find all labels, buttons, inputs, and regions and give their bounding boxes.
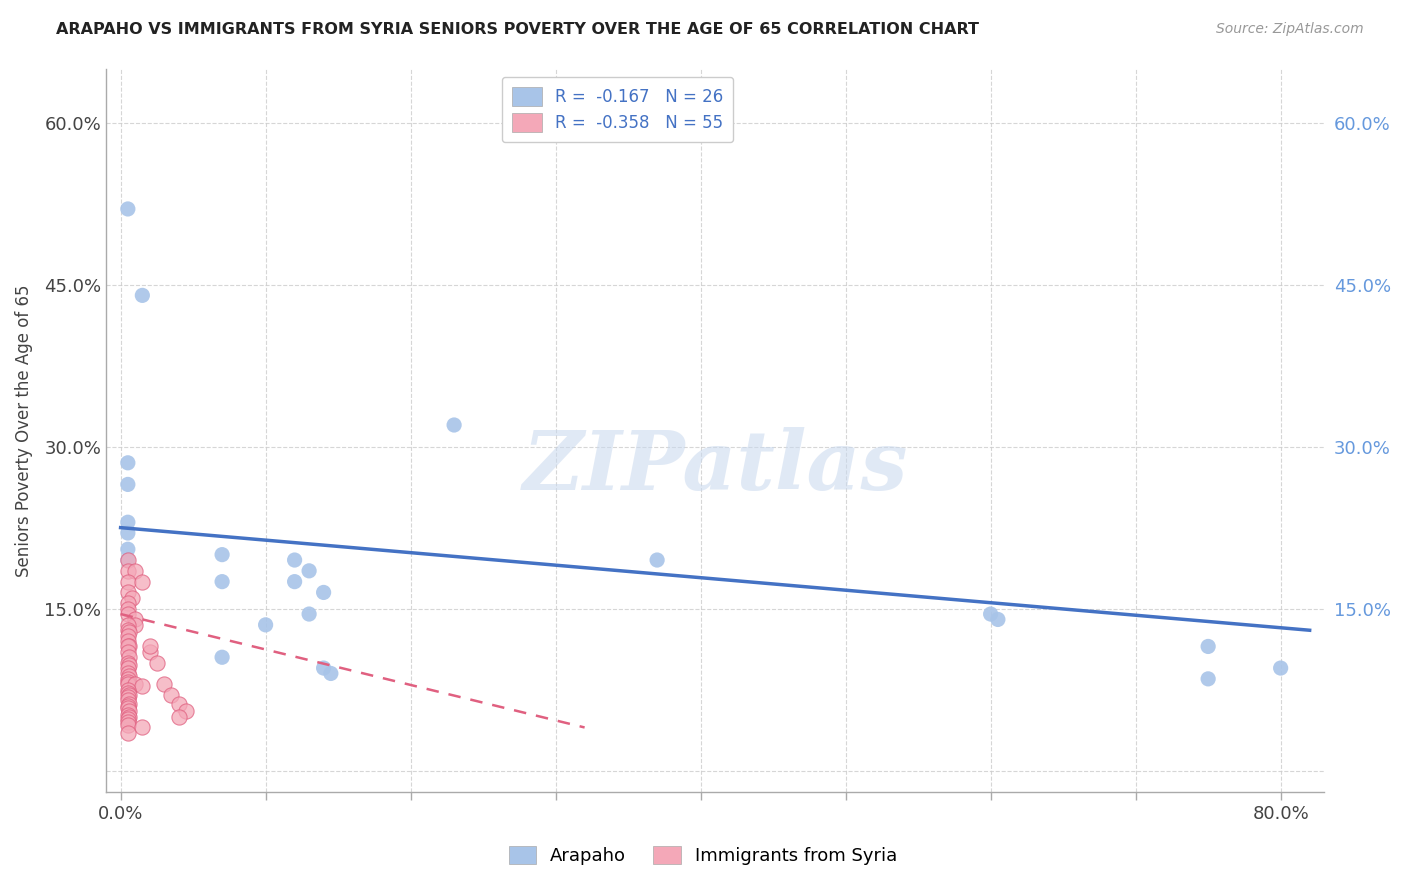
Point bbox=[117, 515, 139, 529]
Point bbox=[167, 709, 190, 723]
Point bbox=[124, 618, 146, 632]
Point bbox=[131, 288, 153, 302]
Point bbox=[117, 672, 139, 686]
Point bbox=[146, 656, 169, 670]
Point bbox=[117, 629, 139, 643]
Point bbox=[117, 596, 139, 610]
Point bbox=[117, 542, 139, 557]
Point bbox=[121, 591, 143, 605]
Point bbox=[117, 661, 139, 675]
Point bbox=[1197, 640, 1219, 654]
Point bbox=[312, 585, 335, 599]
Point bbox=[117, 477, 139, 491]
Point bbox=[117, 618, 139, 632]
Point bbox=[117, 585, 139, 599]
Point bbox=[117, 564, 139, 578]
Point bbox=[298, 564, 321, 578]
Point bbox=[118, 697, 141, 711]
Point bbox=[117, 690, 139, 705]
Point bbox=[117, 682, 139, 697]
Point bbox=[117, 202, 139, 216]
Point bbox=[284, 553, 307, 567]
Point bbox=[131, 721, 153, 735]
Point bbox=[117, 634, 139, 648]
Point bbox=[117, 726, 139, 740]
Point bbox=[645, 553, 668, 567]
Point bbox=[312, 661, 335, 675]
Point bbox=[298, 607, 321, 621]
Point bbox=[131, 574, 153, 589]
Point bbox=[117, 456, 139, 470]
Point bbox=[117, 666, 139, 681]
Point bbox=[124, 564, 146, 578]
Point bbox=[138, 640, 160, 654]
Point bbox=[167, 697, 190, 711]
Point bbox=[117, 707, 139, 722]
Y-axis label: Seniors Poverty Over the Age of 65: Seniors Poverty Over the Age of 65 bbox=[15, 285, 32, 576]
Point bbox=[117, 677, 139, 691]
Point bbox=[211, 574, 233, 589]
Point bbox=[117, 718, 139, 732]
Point bbox=[117, 712, 139, 726]
Point bbox=[118, 640, 141, 654]
Text: ZIPatlas: ZIPatlas bbox=[523, 426, 908, 507]
Point bbox=[174, 704, 197, 718]
Point bbox=[124, 677, 146, 691]
Point bbox=[118, 704, 141, 718]
Point bbox=[117, 701, 139, 715]
Point bbox=[1197, 672, 1219, 686]
Point bbox=[117, 698, 139, 713]
Point bbox=[118, 709, 141, 723]
Point bbox=[319, 666, 342, 681]
Point bbox=[118, 668, 141, 682]
Point bbox=[117, 601, 139, 615]
Point bbox=[118, 657, 141, 672]
Point bbox=[117, 624, 139, 638]
Point bbox=[160, 688, 183, 702]
Point bbox=[131, 680, 153, 694]
Text: ARAPAHO VS IMMIGRANTS FROM SYRIA SENIORS POVERTY OVER THE AGE OF 65 CORRELATION : ARAPAHO VS IMMIGRANTS FROM SYRIA SENIORS… bbox=[56, 22, 979, 37]
Point bbox=[987, 612, 1010, 626]
Point bbox=[118, 688, 141, 702]
Point bbox=[117, 645, 139, 659]
Legend: R =  -0.167   N = 26, R =  -0.358   N = 55: R = -0.167 N = 26, R = -0.358 N = 55 bbox=[502, 77, 734, 142]
Point bbox=[138, 645, 160, 659]
Point bbox=[117, 714, 139, 729]
Point bbox=[1270, 661, 1292, 675]
Point bbox=[117, 553, 139, 567]
Point bbox=[117, 526, 139, 541]
Point bbox=[117, 553, 139, 567]
Point bbox=[211, 650, 233, 665]
Legend: Arapaho, Immigrants from Syria: Arapaho, Immigrants from Syria bbox=[499, 837, 907, 874]
Point bbox=[211, 548, 233, 562]
Point bbox=[117, 640, 139, 654]
Point bbox=[117, 675, 139, 690]
Point bbox=[153, 677, 176, 691]
Point bbox=[118, 625, 141, 640]
Point bbox=[117, 574, 139, 589]
Point bbox=[117, 656, 139, 670]
Point bbox=[117, 607, 139, 621]
Point bbox=[980, 607, 1002, 621]
Point bbox=[118, 650, 141, 665]
Point bbox=[124, 612, 146, 626]
Text: Source: ZipAtlas.com: Source: ZipAtlas.com bbox=[1216, 22, 1364, 37]
Point bbox=[284, 574, 307, 589]
Point bbox=[117, 693, 139, 707]
Point bbox=[254, 618, 277, 632]
Point bbox=[443, 417, 465, 432]
Point bbox=[117, 686, 139, 700]
